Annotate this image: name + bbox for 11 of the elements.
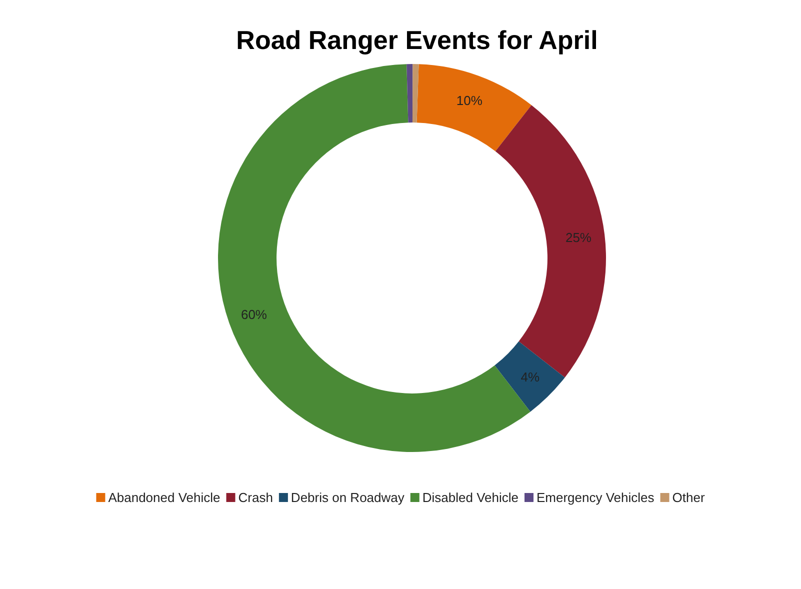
data-label: 60%: [240, 306, 268, 322]
legend-label: Disabled Vehicle: [422, 490, 519, 505]
legend-label: Crash: [238, 490, 273, 505]
data-label: 25%: [565, 230, 592, 246]
legend-label: Debris on Roadway: [290, 490, 405, 505]
chart-title: Road Ranger Events for April: [236, 25, 598, 55]
legend-label: Abandoned Vehicle: [108, 490, 220, 505]
legend-label: Other: [672, 490, 706, 505]
data-label: 4%: [520, 370, 540, 385]
legend-label: Emergency Vehicles: [536, 490, 655, 505]
data-label: 10%: [456, 92, 483, 108]
